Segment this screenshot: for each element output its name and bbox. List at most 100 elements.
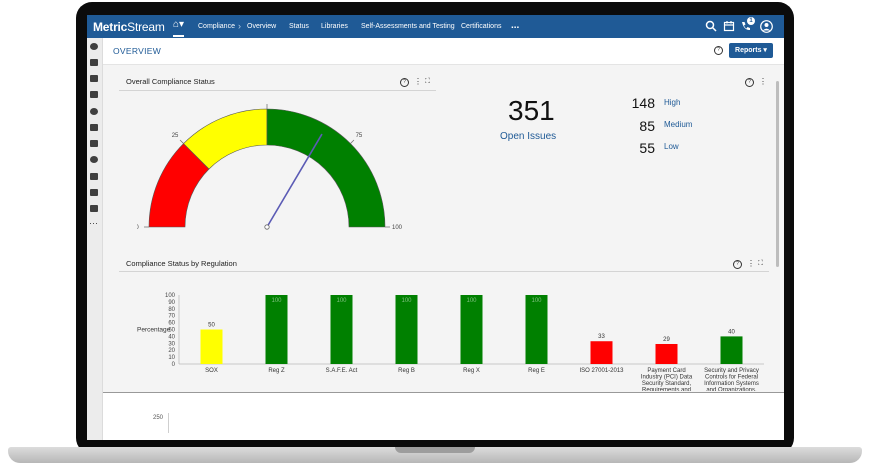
sidebar-settings-icon[interactable] [90, 108, 98, 115]
open-issues-count: 351 [508, 95, 555, 126]
bar-value-label: 29 [663, 337, 670, 343]
bar-chart-expand-icon[interactable]: ⛶ [758, 260, 763, 267]
secondary-chart-axis [168, 413, 169, 433]
notification-badge: 1 [747, 17, 755, 25]
bar[interactable] [200, 329, 223, 365]
y-tick-label: 80 [168, 307, 175, 313]
sidebar-document-icon[interactable] [90, 140, 98, 147]
laptop-base [8, 447, 862, 463]
user-avatar-icon[interactable] [760, 20, 773, 33]
sidebar-gear-icon[interactable] [90, 43, 98, 50]
sidebar-refresh-icon[interactable] [90, 156, 98, 163]
bar[interactable] [720, 336, 743, 364]
gauge-needle-pivot [264, 224, 270, 230]
y-tick-label: 30 [168, 341, 175, 347]
gauge-expand-icon[interactable]: ⛶ [425, 78, 430, 85]
x-tick-label: Information Systems [704, 381, 759, 387]
sidebar-image-icon[interactable] [90, 59, 98, 66]
bar[interactable] [525, 295, 548, 364]
scrollbar[interactable] [776, 81, 779, 267]
nav-more-icon[interactable]: ... [511, 20, 520, 31]
bar-chart-title: Compliance Status by Regulation [126, 259, 237, 268]
nav-status[interactable]: Status [289, 23, 309, 30]
y-tick-label: 20 [168, 348, 175, 354]
bar-value-label: 33 [598, 334, 605, 340]
y-tick-label: 50 [168, 328, 175, 334]
compliance-bar-chart: 0102030405060708090100Percentage50SOX100… [137, 293, 764, 391]
x-tick-label: Reg B [398, 368, 415, 374]
nav-libraries[interactable]: Libraries [321, 23, 348, 30]
home-icon[interactable]: ⌂▾ [173, 19, 185, 37]
issues-help-icon[interactable]: ? [745, 78, 754, 87]
reports-button-label: Reports [735, 47, 762, 54]
bar-value-label: 100 [336, 298, 347, 304]
bar-value-label: 100 [531, 298, 542, 304]
x-tick-label: Industry (PCI) Data [641, 375, 693, 381]
open-issues-label[interactable]: Open Issues [500, 131, 557, 142]
left-sidebar: ··· [87, 38, 103, 440]
bar[interactable] [265, 295, 288, 364]
gauge-panel-divider [119, 90, 436, 91]
x-tick-label: Security and Privacy [704, 368, 759, 374]
bar[interactable] [330, 295, 353, 364]
help-icon[interactable]: ? [714, 46, 723, 55]
bar-chart-help-icon[interactable]: ? [733, 260, 742, 269]
page-title: OVERVIEW [113, 46, 162, 56]
bar-value-label: 100 [466, 298, 477, 304]
sidebar-gallery-icon[interactable] [90, 75, 98, 82]
high-label[interactable]: High [664, 98, 681, 107]
secondary-chart-tick: 250 [153, 415, 164, 421]
sidebar-building-icon[interactable] [90, 205, 98, 212]
bar-value-label: 50 [208, 323, 215, 329]
bar[interactable] [655, 343, 678, 364]
low-label[interactable]: Low [664, 142, 679, 151]
x-tick-label: Payment Card [647, 368, 685, 374]
compliance-gauge: 0 25 50 75 100 [137, 99, 403, 231]
laptop-notch [395, 447, 475, 453]
gauge-help-icon[interactable]: ? [400, 78, 409, 87]
issues-menu-icon[interactable]: ⋮ [759, 77, 767, 86]
reports-button[interactable]: Reports ▾ [729, 43, 773, 58]
x-tick-label: ISO 27001-2013 [579, 368, 624, 374]
y-tick-label: 60 [168, 321, 175, 327]
sidebar-report-icon[interactable] [90, 189, 98, 196]
secondary-chart-area: 250 [103, 392, 784, 440]
phone-icon[interactable] [740, 20, 752, 32]
bar[interactable] [590, 341, 613, 364]
nav-compliance[interactable]: Compliance [198, 23, 235, 30]
sidebar-folder-icon[interactable] [90, 173, 98, 180]
brand-name-part2: Stream [127, 20, 165, 34]
nav-certifications[interactable]: Certifications [461, 23, 502, 30]
gauge-tick-label: 100 [392, 225, 403, 231]
sidebar-monitor-icon[interactable] [90, 91, 98, 98]
page-header: OVERVIEW ? Reports ▾ [103, 38, 784, 65]
gauge-tick-label: 75 [356, 133, 363, 139]
app-screen: MetricStream ⌂▾ Compliance › Overview St… [87, 15, 784, 440]
y-tick-label: 0 [172, 362, 176, 368]
brand-logo[interactable]: MetricStream [93, 20, 165, 34]
nav-overview[interactable]: Overview [247, 23, 277, 30]
calendar-icon[interactable] [723, 20, 735, 32]
bar[interactable] [395, 295, 418, 364]
gauge-band-2 [266, 108, 386, 228]
x-tick-label: Controls for Federal [705, 375, 758, 381]
bar-value-label: 100 [401, 298, 412, 304]
y-tick-label: 40 [168, 334, 175, 340]
medium-label[interactable]: Medium [664, 120, 693, 129]
x-tick-label: Reg X [463, 368, 480, 374]
gauge-needle [266, 133, 323, 228]
gauge-tick-mark [179, 139, 184, 144]
x-tick-label: SOX [205, 368, 218, 374]
y-tick-label: 90 [168, 300, 175, 306]
gauge-tick-mark [350, 139, 355, 144]
sidebar-users-icon[interactable] [90, 124, 98, 131]
sidebar-more-icon[interactable]: ··· [89, 218, 98, 228]
y-tick-label: 70 [168, 314, 175, 320]
top-navigation-bar: MetricStream ⌂▾ Compliance › Overview St… [87, 15, 784, 38]
gauge-menu-icon[interactable]: ⋮ [414, 77, 422, 86]
nav-self-assessments[interactable]: Self-Assessments and Testing [361, 23, 455, 30]
bar-chart-divider [119, 271, 769, 272]
search-icon[interactable] [705, 20, 717, 32]
bar-chart-menu-icon[interactable]: ⋮ [747, 259, 755, 268]
bar[interactable] [460, 295, 483, 364]
